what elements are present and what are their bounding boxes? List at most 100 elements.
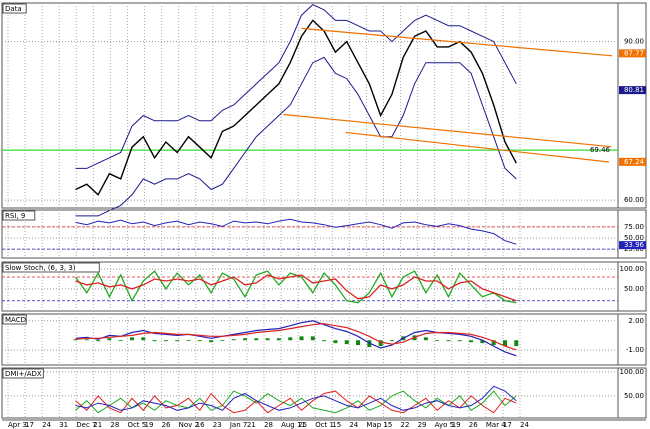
y-tick-label: 60.00	[624, 196, 644, 204]
y-tick-label: 50.00	[624, 285, 644, 293]
x-tick-label: Oct 1	[315, 421, 334, 429]
histogram-bar	[163, 340, 168, 342]
x-tick-label: Dec 7	[76, 421, 96, 429]
x-tick-label: Mar 4	[486, 421, 506, 429]
x-tick-label: Apr 3	[8, 421, 27, 429]
histogram-bar	[73, 339, 78, 341]
histogram-bar	[378, 340, 383, 347]
value-box	[619, 49, 646, 58]
value-box	[619, 86, 646, 95]
histogram-bar	[129, 337, 134, 341]
series-line	[75, 323, 517, 351]
histogram-bar	[243, 338, 248, 341]
histogram-bar	[514, 340, 519, 347]
series-line	[75, 19, 517, 196]
series-line	[75, 390, 517, 414]
histogram-bar	[356, 340, 361, 346]
panel-title-box	[2, 368, 44, 379]
histogram-bar	[446, 340, 451, 342]
x-tick-label: 28	[110, 421, 119, 429]
series-line	[75, 274, 517, 302]
x-tick-label: 29	[418, 421, 427, 429]
trend-line	[283, 113, 612, 148]
histogram-bar	[491, 340, 496, 346]
panel	[1, 367, 647, 419]
histogram-bar	[175, 340, 180, 342]
panel-title: DMI+/ADX	[5, 370, 42, 378]
series-line	[75, 56, 517, 217]
y-tick-label: 100.00	[620, 368, 645, 376]
histogram-bar	[118, 340, 123, 342]
panel-title: MACD	[5, 316, 26, 324]
histogram-bar	[231, 339, 236, 341]
histogram-bar	[254, 338, 259, 341]
panel	[1, 209, 647, 259]
histogram-bar	[197, 340, 202, 342]
panel-title-box	[2, 210, 36, 221]
x-tick-label: 17	[503, 421, 512, 429]
x-tick-label: 21	[93, 421, 102, 429]
histogram-bar	[141, 337, 146, 341]
histogram-bar	[209, 340, 214, 343]
histogram-bar	[152, 340, 157, 342]
histogram-bar	[288, 337, 293, 341]
series-line	[75, 385, 517, 411]
x-tick-label: 25	[298, 421, 307, 429]
x-tick-label: 24	[42, 421, 51, 429]
y-tick-label: 90.00	[624, 38, 644, 46]
value-box-label: 67.24	[624, 158, 645, 166]
x-tick-label: 31	[59, 421, 68, 429]
x-tick-label: Map 1	[366, 421, 387, 429]
value-box	[619, 241, 646, 250]
value-box-label: 33.96	[624, 241, 645, 249]
panel-title: RSI, 9	[5, 212, 25, 220]
x-tick-label: 15	[383, 421, 392, 429]
x-tick-label: 24	[349, 421, 358, 429]
x-tick-label: 28	[264, 421, 273, 429]
value-box-label: 87.77	[624, 49, 644, 57]
histogram-bar	[469, 340, 474, 343]
reference-label: 69.46	[590, 146, 611, 154]
x-tick-label: 19	[145, 421, 154, 429]
x-tick-label: 21	[247, 421, 256, 429]
series-line	[75, 218, 517, 245]
histogram-bar	[502, 340, 507, 347]
histogram-bar	[389, 340, 394, 342]
histogram-bar	[423, 337, 428, 341]
histogram-bar	[480, 340, 485, 344]
histogram-bar	[265, 338, 270, 341]
histogram-bar	[220, 340, 225, 342]
x-tick-label: 24	[520, 421, 529, 429]
trend-line	[345, 131, 610, 163]
trend-line	[301, 27, 613, 57]
x-tick-label: 16	[196, 421, 205, 429]
y-tick-label: 75.00	[624, 223, 644, 231]
panel	[1, 2, 647, 209]
histogram-bar	[276, 338, 281, 341]
panel-title-box	[2, 314, 27, 325]
x-tick-label: Nov 2	[179, 421, 199, 429]
y-tick-label: 2.00	[628, 317, 644, 325]
histogram-bar	[84, 339, 89, 341]
x-tick-label: 23	[213, 421, 222, 429]
x-tick-label: 17	[25, 421, 34, 429]
histogram-bar	[435, 340, 440, 342]
x-tick-label: 26	[162, 421, 171, 429]
value-box-label: 80.81	[624, 86, 644, 94]
x-tick-label: Jan 7	[229, 421, 247, 429]
panel-title-box	[2, 3, 27, 14]
series-line	[75, 4, 517, 169]
value-box	[619, 157, 646, 166]
histogram-bar	[333, 340, 338, 344]
series-line	[75, 390, 517, 414]
histogram-bar	[299, 336, 304, 341]
panel-title: Data	[5, 5, 22, 13]
histogram-bar	[322, 340, 327, 342]
y-tick-label: 100.00	[620, 265, 645, 273]
panel-title: Slow Stoch, (6, 3, 3)	[5, 264, 76, 272]
panel	[1, 261, 647, 312]
x-tick-label: 26	[469, 421, 478, 429]
panel	[1, 313, 647, 366]
x-tick-label: 19	[452, 421, 461, 429]
